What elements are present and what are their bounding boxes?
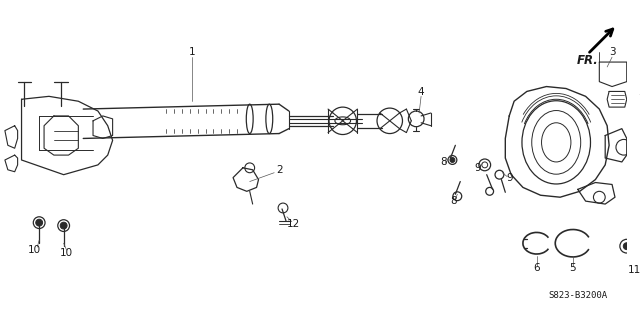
Text: 8: 8 bbox=[440, 157, 447, 167]
Text: FR.: FR. bbox=[577, 54, 598, 67]
Text: 9: 9 bbox=[506, 173, 513, 182]
Circle shape bbox=[623, 243, 630, 249]
Text: 10: 10 bbox=[28, 245, 41, 255]
Text: S823-B3200A: S823-B3200A bbox=[548, 291, 607, 300]
Text: 12: 12 bbox=[287, 219, 300, 229]
Text: 5: 5 bbox=[570, 263, 576, 273]
Text: 2: 2 bbox=[276, 165, 282, 175]
Text: 9: 9 bbox=[475, 163, 481, 173]
Text: 1: 1 bbox=[189, 47, 195, 57]
Circle shape bbox=[60, 222, 67, 229]
Text: 7: 7 bbox=[638, 94, 640, 104]
Circle shape bbox=[450, 158, 455, 162]
Text: 6: 6 bbox=[533, 263, 540, 273]
Text: 4: 4 bbox=[418, 87, 424, 97]
Circle shape bbox=[36, 219, 43, 226]
Text: 3: 3 bbox=[609, 47, 616, 57]
Text: 10: 10 bbox=[60, 248, 73, 258]
Text: 11: 11 bbox=[628, 265, 640, 275]
Text: 8: 8 bbox=[450, 196, 457, 206]
